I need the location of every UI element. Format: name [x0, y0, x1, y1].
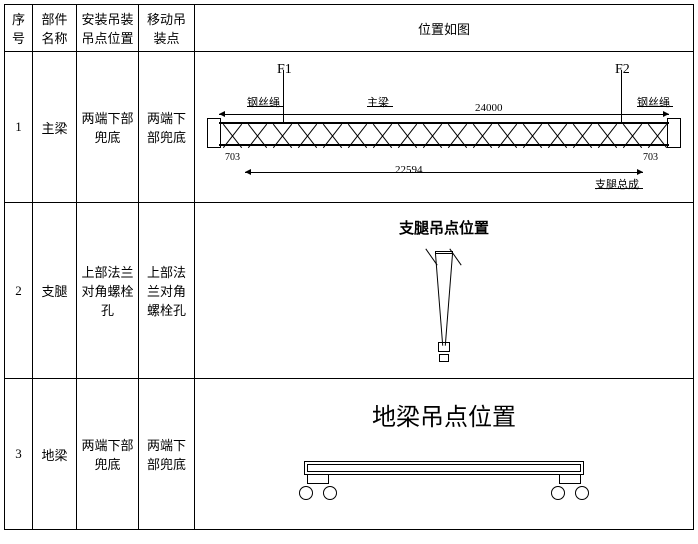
main-beam-diagram: F1 F2 钢丝绳 主梁 钢丝绳 24000 [195, 52, 693, 202]
truss-segment [594, 124, 619, 144]
underline [637, 106, 673, 107]
leg-assembly-label: 支腿总成 [595, 176, 639, 192]
wheel-icon [575, 486, 589, 500]
cell-diagram-leg: 支腿吊点位置 [195, 203, 694, 379]
header-move-pos: 移动吊装点 [139, 5, 195, 52]
ground-beam-inner [307, 464, 581, 472]
cell-move-pos: 两端下部兜底 [139, 52, 195, 203]
wheel-box [307, 474, 329, 484]
truss-segment [494, 124, 519, 144]
table-row: 2 支腿 上部法兰对角螺栓孔 上部法兰对角螺栓孔 支腿吊点位置 [5, 203, 694, 379]
leg-body [435, 254, 453, 344]
truss-segment [419, 124, 444, 144]
truss-segment [219, 124, 244, 144]
dimension-24000: 24000 [475, 102, 503, 114]
cell-part-name: 地梁 [33, 379, 77, 530]
dimension-line-top [219, 114, 669, 115]
cell-part-name: 支腿 [33, 203, 77, 379]
wheel-assembly-left [299, 474, 337, 500]
table-row: 3 地梁 两端下部兜底 两端下部兜底 地梁吊点位置 [5, 379, 694, 530]
header-part-name: 部件名称 [33, 5, 77, 52]
wheel-icon [323, 486, 337, 500]
ground-beam-title: 地梁吊点位置 [195, 397, 693, 432]
leg-shape-icon [435, 251, 453, 362]
cell-seq: 2 [5, 203, 33, 379]
cell-diagram-ground-beam: 地梁吊点位置 [195, 379, 694, 530]
dimension-line-bottom [245, 172, 643, 173]
cell-install-pos: 两端下部兜底 [77, 52, 139, 203]
header-seq: 序号 [5, 5, 33, 52]
force-label-f2: F2 [615, 62, 630, 78]
force-label-f1: F1 [277, 62, 292, 78]
cell-install-pos: 两端下部兜底 [77, 379, 139, 530]
wheel-box [559, 474, 581, 484]
wheel-icon [551, 486, 565, 500]
dimension-703-right: 703 [643, 152, 658, 163]
truss-segment [519, 124, 544, 144]
table-header-row: 序号 部件名称 安装吊装吊点位置 移动吊装点 位置如图 [5, 5, 694, 52]
leg-foot-base [439, 354, 449, 362]
cable-label-left: 钢丝绳 [247, 94, 280, 110]
cable-label-right: 钢丝绳 [637, 94, 670, 110]
truss-segment [394, 124, 419, 144]
lifting-points-table: 序号 部件名称 安装吊装吊点位置 移动吊装点 位置如图 1 主梁 两端下部兜底 … [4, 4, 694, 530]
leg-diagram-title: 支腿吊点位置 [195, 217, 693, 238]
ground-beam-diagram: 地梁吊点位置 [195, 379, 693, 529]
cell-move-pos: 上部法兰对角螺栓孔 [139, 203, 195, 379]
truss-segment [469, 124, 494, 144]
cell-part-name: 主梁 [33, 52, 77, 203]
cell-install-pos: 上部法兰对角螺栓孔 [77, 203, 139, 379]
table-row: 1 主梁 两端下部兜底 两端下部兜底 F1 F2 钢丝绳 主梁 钢丝绳 2400… [5, 52, 694, 203]
underline [595, 188, 643, 189]
underline [367, 106, 393, 107]
truss-segment [319, 124, 344, 144]
dimension-703-left: 703 [225, 152, 240, 163]
truss-segment [244, 124, 269, 144]
header-diagram: 位置如图 [195, 5, 694, 52]
truss-segment [644, 124, 669, 144]
main-beam-label: 主梁 [367, 94, 389, 110]
end-block-right [667, 118, 681, 148]
truss-segment [294, 124, 319, 144]
truss-segment [269, 124, 294, 144]
ground-beam-icon [304, 461, 584, 475]
truss-segment [569, 124, 594, 144]
cell-move-pos: 两端下部兜底 [139, 379, 195, 530]
truss-segment [619, 124, 644, 144]
truss-segment [544, 124, 569, 144]
truss-segment [444, 124, 469, 144]
cell-seq: 3 [5, 379, 33, 530]
leg-diagram: 支腿吊点位置 [195, 203, 693, 378]
wheel-assembly-right [551, 474, 589, 500]
cell-diagram-main-beam: F1 F2 钢丝绳 主梁 钢丝绳 24000 [195, 52, 694, 203]
dimension-22594: 22594 [395, 164, 423, 176]
truss-segment [369, 124, 394, 144]
header-install-pos: 安装吊装吊点位置 [77, 5, 139, 52]
cell-seq: 1 [5, 52, 33, 203]
wheel-icon [299, 486, 313, 500]
underline [247, 106, 283, 107]
truss-segment [344, 124, 369, 144]
truss-icon [219, 122, 669, 146]
ground-beam-body [304, 461, 584, 475]
